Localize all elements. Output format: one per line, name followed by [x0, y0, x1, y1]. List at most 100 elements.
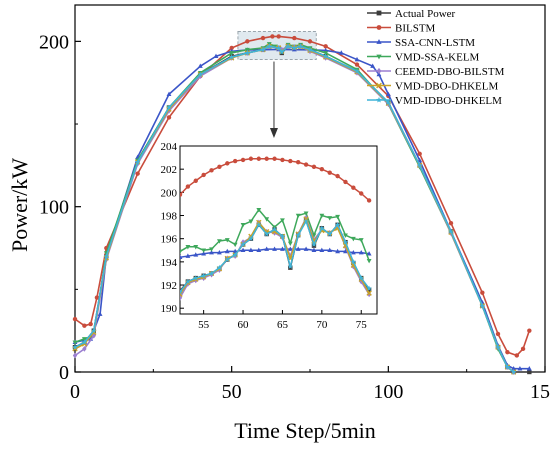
data-point-ceemd-dbo-bilstm: [166, 107, 172, 114]
y-tick-label: 200: [39, 31, 69, 53]
legend-label: Actual Power: [395, 8, 456, 20]
data-point-bilstm: [135, 171, 140, 176]
inset-data-point-ssa-cnn-lstm: [264, 246, 270, 251]
inset-data-point-vmd-ssa-kelm: [209, 247, 214, 252]
inset-data-point-vmd-idbo-dhkelm: [319, 225, 325, 231]
inset-data-point-vmd-ssa-kelm: [264, 217, 270, 222]
data-point-vmd-idbo-dhkelm: [134, 159, 141, 165]
inset-data-point-ssa-cnn-lstm: [256, 247, 262, 253]
inset-data-point-vmd-ssa-kelm: [240, 223, 246, 228]
inset-data-point-vmd-idbo-dhkelm: [334, 221, 341, 228]
inset-x-tick-label: 60: [238, 319, 250, 331]
inset-data-point-vmd-ssa-kelm: [319, 213, 325, 219]
inset-data-point-bilstm: [327, 170, 332, 175]
data-point-ssa-cnn-lstm: [166, 91, 172, 97]
legend-swatch-marker: [376, 25, 382, 30]
data-point-vmd-idbo-dhkelm: [275, 45, 282, 51]
y-tick-label: 0: [59, 362, 69, 384]
inset-data-point-vmd-ssa-kelm: [303, 211, 309, 216]
data-point-bilstm: [276, 34, 281, 39]
inset-data-point-bilstm: [240, 157, 246, 163]
data-point-bilstm: [307, 39, 313, 44]
data-point-vmd-idbo-dhkelm: [479, 303, 486, 309]
inset-data-point-vmd-ssa-kelm: [185, 245, 191, 250]
inset-data-point-vmd-ssa-kelm: [201, 248, 207, 253]
inset-data-point-ssa-cnn-lstm: [327, 247, 333, 253]
data-point-vmd-idbo-dhkelm: [197, 71, 204, 77]
inset-data-point-bilstm: [217, 164, 222, 170]
data-point-bilstm: [260, 35, 266, 41]
data-point-vmd-ssa-kelm: [72, 340, 78, 345]
inset-data-point-ceemd-dbo-bilstm: [201, 275, 206, 281]
data-point-bilstm: [94, 295, 100, 300]
legend: Actual Power BILSTM SSA-CNN-LSTM VMD-SSA-KE…: [367, 8, 505, 107]
inset-data-point-vmd-idbo-dhkelm: [303, 218, 309, 224]
data-point-ssa-cnn-lstm: [385, 91, 391, 97]
inset-y-tick-label: 204: [161, 141, 178, 153]
data-point-vmd-idbo-dhkelm: [495, 344, 501, 350]
inset-data-point-ssa-cnn-lstm: [240, 247, 246, 253]
inset-y-tick-label: 190: [161, 303, 178, 315]
data-point-vmd-dbo-dhkelm: [72, 346, 78, 352]
legend-item-vmd-dbo-dhkelm: VMD-DBO-DHKELM: [367, 81, 498, 93]
x-tick-label: 150: [530, 381, 550, 403]
inset-data-point-bilstm: [359, 191, 364, 196]
inset-data-point-ssa-cnn-lstm: [201, 251, 207, 256]
inset-data-point-ssa-cnn-lstm: [366, 251, 372, 256]
legend-item-vmd-ssa-kelm: VMD-SSA-KELM: [367, 52, 480, 64]
data-point-bilstm: [270, 34, 275, 39]
inset-data-point-vmd-idbo-dhkelm: [185, 278, 191, 284]
inset-data-point-ssa-cnn-lstm: [358, 249, 364, 255]
inset-y-tick-label: 192: [161, 280, 178, 292]
inset-data-point-vmd-idbo-dhkelm: [216, 264, 223, 270]
legend-item-ssa-cnn-lstm: SSA-CNN-LSTM: [367, 37, 475, 49]
data-point-vmd-idbo-dhkelm: [285, 43, 291, 49]
inset-data-point-vmd-ssa-kelm: [350, 236, 356, 242]
inset-data-point-bilstm: [201, 172, 206, 178]
data-point-ceemd-dbo-bilstm: [72, 352, 78, 359]
data-point-vmd-idbo-dhkelm: [297, 43, 304, 49]
data-point-bilstm: [495, 331, 501, 337]
inset-data-point-ssa-cnn-lstm: [303, 246, 309, 251]
inset-data-point-vmd-idbo-dhkelm: [200, 272, 207, 279]
inset-data-point-vmd-ssa-kelm: [358, 238, 364, 243]
inset-data-point-bilstm: [296, 160, 301, 165]
inset-data-point-vmd-idbo-dhkelm: [256, 221, 262, 228]
legend-label: CEEMD-DBO-BILSTM: [395, 66, 505, 78]
data-point-vmd-idbo-dhkelm: [166, 104, 172, 110]
inset-data-point-ssa-cnn-lstm: [224, 248, 230, 254]
inset-data-point-bilstm: [272, 156, 277, 161]
inset-data-point-vmd-dbo-dhkelm: [180, 291, 183, 297]
inset-data-point-vmd-idbo-dhkelm: [350, 259, 357, 265]
inset-data-point-ssa-cnn-lstm: [280, 246, 285, 251]
inset-data-point-vmd-ssa-kelm: [343, 233, 348, 238]
inset-data-point-bilstm: [232, 158, 238, 164]
legend-swatch-marker: [376, 96, 382, 103]
inset-data-point-vmd-dbo-dhkelm: [366, 290, 372, 296]
inset-data-point-vmd-ssa-kelm: [232, 242, 238, 248]
series-vmd-idbo-dhkelm: [72, 43, 517, 375]
data-point-vmd-idbo-dhkelm: [81, 339, 88, 345]
inset-frame: [179, 145, 378, 315]
inset-data-point-bilstm: [311, 164, 317, 170]
series-line-vmd-idbo-dhkelm: [74, 45, 515, 373]
data-point-ssa-cnn-lstm: [511, 366, 517, 371]
inset-data-point-vmd-ssa-kelm: [248, 219, 254, 224]
data-point-bilstm: [292, 35, 297, 41]
inset-data-point-vmd-ssa-kelm: [216, 239, 222, 244]
data-point-vmd-idbo-dhkelm: [228, 54, 235, 60]
inset-data-point-ssa-cnn-lstm: [193, 252, 199, 257]
inset-data-point-bilstm: [225, 161, 230, 166]
legend-item-bilstm: BILSTM: [367, 23, 436, 35]
data-point-vmd-idbo-dhkelm: [307, 46, 313, 52]
data-point-vmd-idbo-dhkelm: [510, 369, 517, 375]
inset-data-point-vmd-ssa-kelm: [327, 216, 333, 221]
inset-data-point-vmd-idbo-dhkelm: [263, 231, 270, 237]
data-point-ceemd-dbo-bilstm: [82, 345, 87, 352]
x-tick-label: 0: [70, 381, 80, 403]
inset-data-point-ssa-cnn-lstm: [209, 249, 214, 255]
data-point-bilstm: [480, 290, 485, 295]
data-point-vmd-idbo-dhkelm: [266, 43, 272, 49]
inset-data-point-vmd-idbo-dhkelm: [193, 275, 199, 281]
inset-data-point-ssa-cnn-lstm: [180, 254, 183, 259]
